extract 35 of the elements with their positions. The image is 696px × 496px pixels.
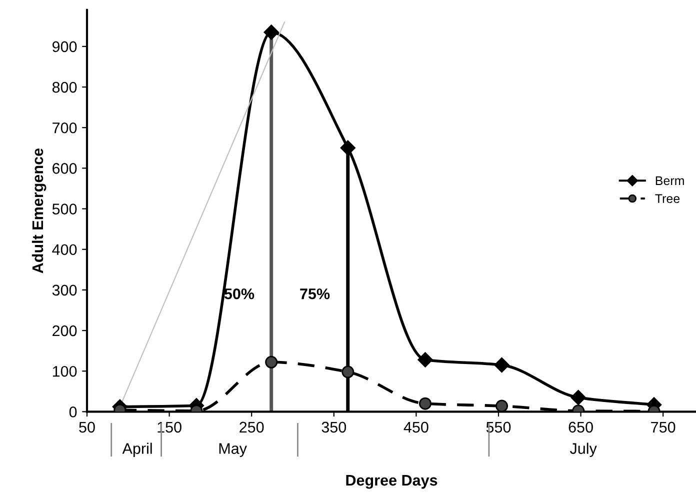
x-axis-title: Degree Days <box>346 475 438 489</box>
point <box>265 356 278 368</box>
y-tick-label: 100 <box>52 366 77 377</box>
point <box>418 397 432 410</box>
y-tick-label: 600 <box>52 163 77 174</box>
point <box>264 24 279 40</box>
y-tick-label: 500 <box>52 204 77 214</box>
y-tick-label: 900 <box>52 41 77 52</box>
y-tick-label: 400 <box>52 244 77 256</box>
point <box>494 357 510 373</box>
text: May <box>219 443 247 457</box>
y-axis-title: Adult Emergence <box>32 148 46 274</box>
y-tick-label: 200 <box>52 325 77 336</box>
y-tick-label: 0 <box>69 406 77 418</box>
x-tick-label: 650 <box>568 422 593 433</box>
x-tick-label: 450 <box>404 422 428 433</box>
x-tick-label: 250 <box>240 422 264 433</box>
y-tick-label: 800 <box>52 82 77 93</box>
x-tick-label: 750 <box>651 422 676 433</box>
point <box>342 366 354 378</box>
legend-label: Berm <box>656 176 684 186</box>
y-tick-label: 300 <box>52 284 77 296</box>
point <box>496 400 508 412</box>
text: July <box>570 442 597 457</box>
annotation: 50% <box>224 288 254 300</box>
point <box>418 352 433 368</box>
y-tick-label: 700 <box>52 122 77 134</box>
x-tick-label: 350 <box>322 422 346 433</box>
x-tick-label: 50 <box>79 422 95 433</box>
point <box>570 390 586 406</box>
x-tick-label: 550 <box>486 422 511 433</box>
legend-label: Tree <box>655 194 680 204</box>
annotation: 75% <box>300 288 330 300</box>
point <box>340 140 356 156</box>
text: April <box>122 442 152 457</box>
